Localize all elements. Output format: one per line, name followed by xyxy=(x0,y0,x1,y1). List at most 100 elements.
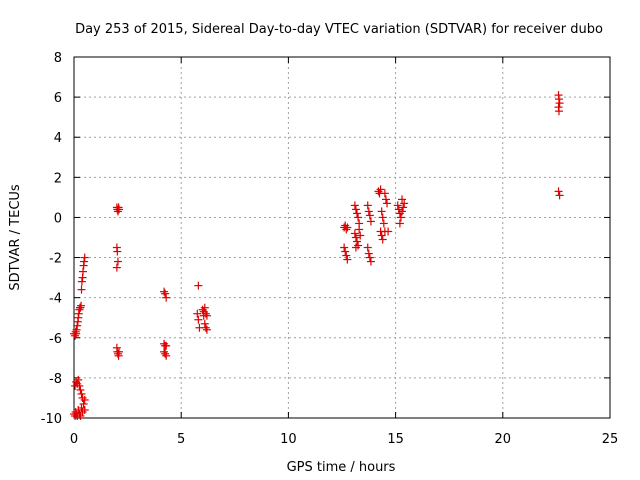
data-point xyxy=(162,341,171,350)
data-point xyxy=(162,351,171,360)
data-point xyxy=(113,247,122,256)
data-point xyxy=(200,319,209,328)
data-point xyxy=(350,229,359,238)
data-point xyxy=(364,207,373,216)
data-point xyxy=(115,205,124,214)
data-point xyxy=(393,201,402,210)
data-point xyxy=(72,325,81,334)
data-point xyxy=(374,187,383,196)
data-point xyxy=(76,385,85,394)
data-point xyxy=(76,303,85,312)
data-point xyxy=(554,187,563,196)
y-tick-label: -6 xyxy=(49,332,62,347)
data-point xyxy=(555,191,564,200)
data-point xyxy=(377,231,386,240)
data-point xyxy=(202,325,211,334)
data-point xyxy=(554,107,563,116)
data-point xyxy=(343,223,352,232)
data-point xyxy=(350,201,359,210)
y-tick-label: 6 xyxy=(54,91,62,106)
data-point xyxy=(342,225,351,234)
data-point xyxy=(351,243,360,252)
data-point xyxy=(194,315,203,324)
data-point xyxy=(340,243,349,252)
data-point xyxy=(366,257,375,266)
data-point xyxy=(75,305,84,314)
x-tick-label: 5 xyxy=(177,432,185,447)
data-point xyxy=(364,249,373,258)
x-tick-label: 15 xyxy=(387,432,404,447)
y-tick-labels: -10 -8 -6 -4 -2 0 2 4 6 8 xyxy=(41,51,62,427)
data-point xyxy=(160,287,169,296)
data-point xyxy=(160,347,169,356)
data-point xyxy=(395,219,404,228)
chart-title: Day 253 of 2015, Sidereal Day-to-day VTE… xyxy=(75,22,603,37)
data-point xyxy=(76,411,85,420)
data-point xyxy=(80,257,89,266)
data-point xyxy=(194,281,203,290)
data-point xyxy=(381,195,390,204)
data-point xyxy=(351,233,360,242)
data-point xyxy=(201,323,210,332)
data-point xyxy=(79,267,88,276)
data-point xyxy=(113,349,122,358)
data-point xyxy=(356,231,365,240)
data-point xyxy=(71,331,80,340)
y-tick-label: -4 xyxy=(49,292,62,307)
data-point xyxy=(379,219,388,228)
data-point xyxy=(384,227,393,236)
data-point xyxy=(77,277,86,286)
data-point xyxy=(354,241,363,250)
data-point xyxy=(353,209,362,218)
x-tick-label: 25 xyxy=(602,432,619,447)
x-tick-label: 10 xyxy=(280,432,297,447)
data-point xyxy=(365,253,374,262)
data-point xyxy=(112,263,121,272)
y-tick-label: 0 xyxy=(54,211,62,226)
x-tick-label: 0 xyxy=(70,432,78,447)
plot-frame xyxy=(73,56,611,419)
data-point xyxy=(115,347,124,356)
data-point xyxy=(113,207,122,216)
data-point xyxy=(377,207,386,216)
data-point xyxy=(354,213,363,222)
data-points xyxy=(70,91,564,420)
data-point xyxy=(161,289,170,298)
data-point xyxy=(343,255,352,264)
data-point xyxy=(77,301,86,310)
data-point xyxy=(398,207,407,216)
y-tick-label: -10 xyxy=(41,412,62,427)
y-tick-label: -2 xyxy=(49,252,62,267)
y-tick-label: -8 xyxy=(49,372,62,387)
data-point xyxy=(555,99,564,108)
data-point xyxy=(378,213,387,222)
data-point xyxy=(74,309,83,318)
data-point xyxy=(376,185,385,194)
data-point xyxy=(400,199,409,208)
axis-ticks xyxy=(73,56,611,419)
data-point xyxy=(351,205,360,214)
data-point xyxy=(160,339,169,348)
data-point xyxy=(199,311,208,320)
data-point xyxy=(200,303,209,312)
data-point xyxy=(363,243,372,252)
data-point xyxy=(383,199,392,208)
data-point xyxy=(396,213,405,222)
data-point xyxy=(378,235,387,244)
data-point xyxy=(363,201,372,210)
data-point xyxy=(80,253,89,262)
data-point xyxy=(399,203,408,212)
data-point xyxy=(355,225,364,234)
y-tick-label: 4 xyxy=(54,131,62,146)
data-point xyxy=(77,389,86,398)
data-point xyxy=(113,257,122,266)
x-tick-labels: 0 5 10 15 20 25 xyxy=(70,432,618,447)
data-point xyxy=(77,285,86,294)
data-point xyxy=(342,251,351,260)
data-point xyxy=(74,375,83,384)
data-point xyxy=(73,321,82,330)
data-point xyxy=(79,399,88,408)
data-point xyxy=(365,211,374,220)
data-point xyxy=(193,309,202,318)
